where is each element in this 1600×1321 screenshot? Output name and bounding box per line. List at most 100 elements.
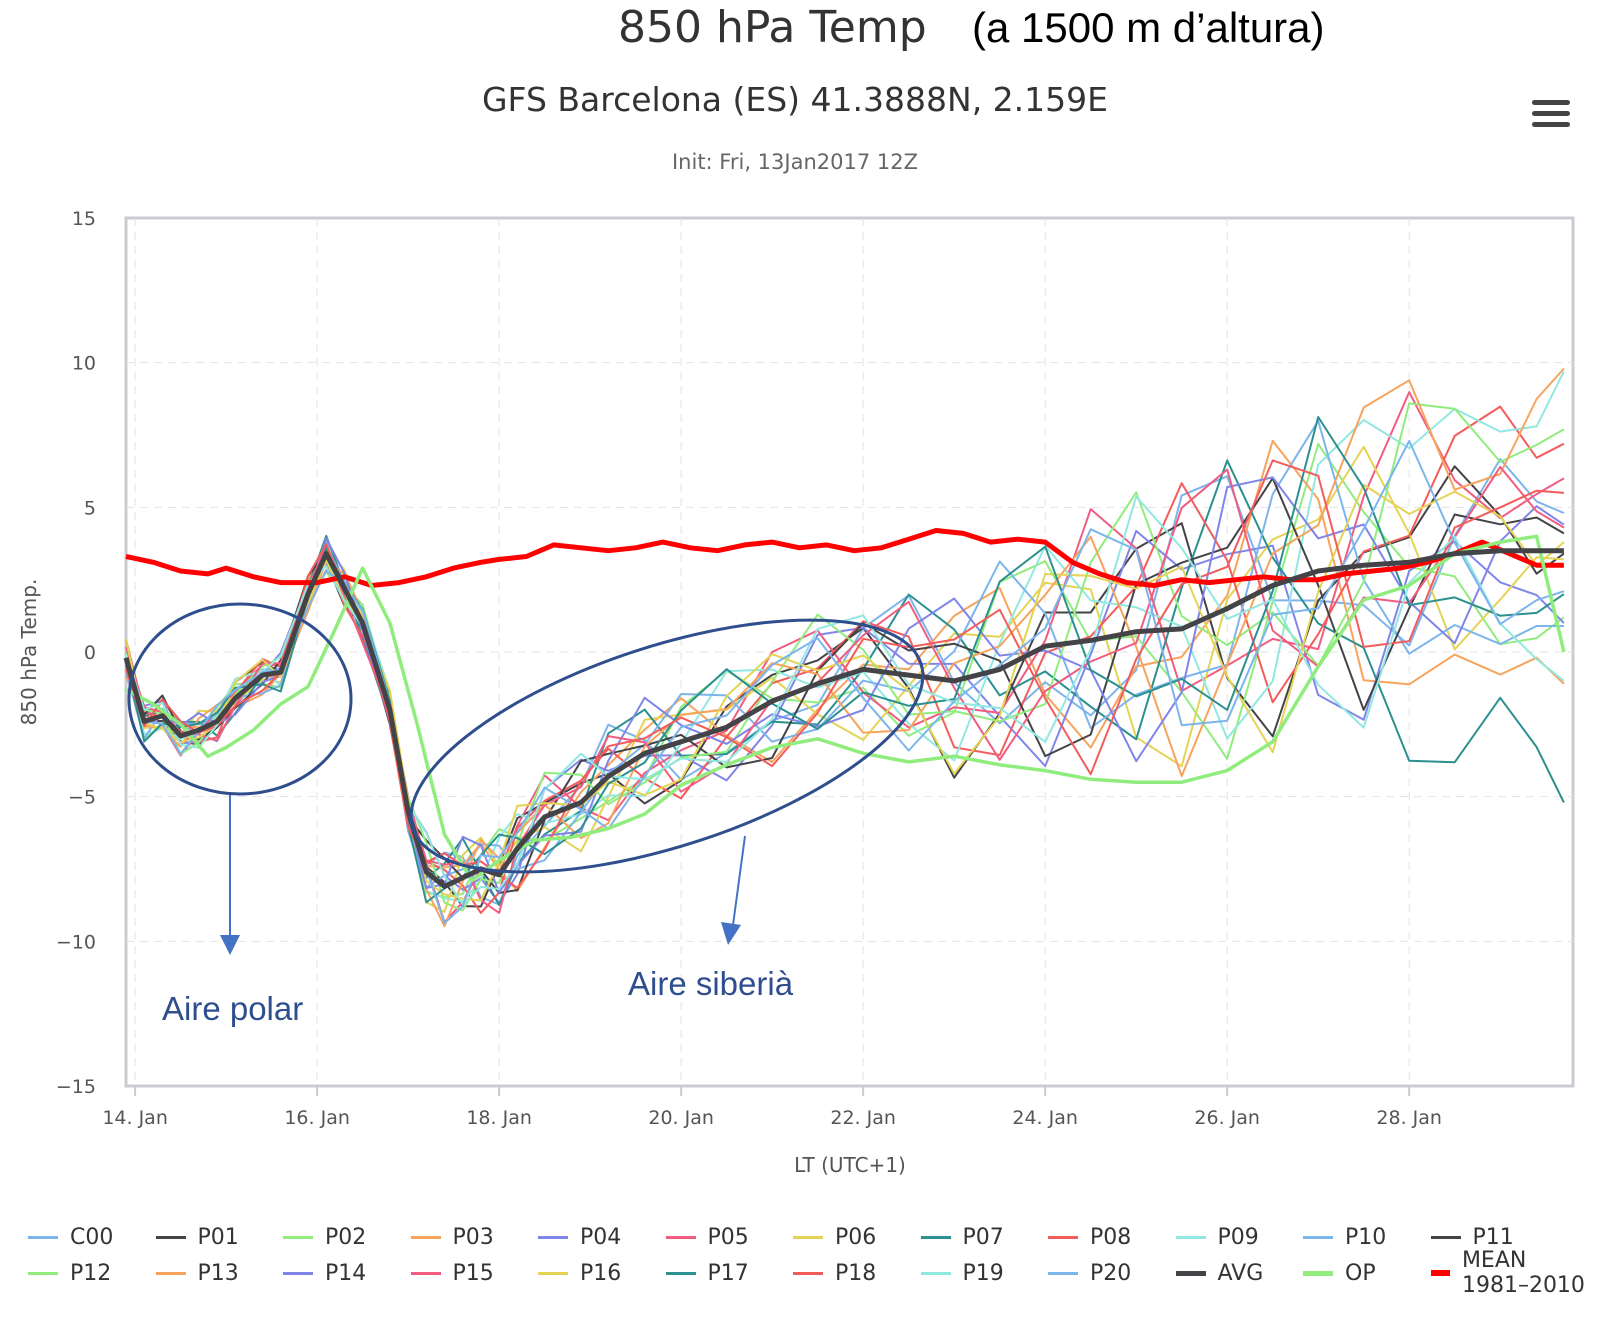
legend-item-p13[interactable]: P13 xyxy=(155,1258,239,1288)
legend-item-p20[interactable]: P20 xyxy=(1048,1258,1131,1288)
x-tick-label: 20. Jan xyxy=(648,1107,714,1129)
legend-swatch xyxy=(1175,1270,1206,1276)
hamburger-menu-icon[interactable] xyxy=(1532,100,1570,130)
legend-swatch xyxy=(538,1235,568,1239)
series-line-p16 xyxy=(125,483,1565,902)
legend-swatch xyxy=(155,1235,186,1239)
legend-swatch xyxy=(538,1271,568,1275)
legend-label: P07 xyxy=(962,1224,1004,1250)
legend-item-p09[interactable]: P09 xyxy=(1175,1222,1259,1252)
x-tick-label: 18. Jan xyxy=(466,1107,532,1129)
legend-item-p12[interactable]: P12 xyxy=(28,1258,111,1288)
legend-item-p03[interactable]: P03 xyxy=(410,1222,494,1252)
legend-swatch xyxy=(920,1235,951,1239)
y-tick-label: −15 xyxy=(56,1076,96,1098)
legend-item-p05[interactable]: P05 xyxy=(665,1222,749,1252)
legend-swatch xyxy=(410,1235,441,1239)
series-line-p18 xyxy=(125,459,1564,889)
chart-headline: 850 hPa Temp (a 1500 m d’altura) xyxy=(0,2,1600,62)
headline-extra: (a 1500 m d’altura) xyxy=(972,4,1325,51)
siberian-ellipse xyxy=(409,618,925,874)
legend-item-op[interactable]: OP xyxy=(1303,1258,1376,1288)
legend-swatch xyxy=(665,1271,696,1275)
legend-label: P04 xyxy=(580,1224,622,1250)
y-tick-label: −5 xyxy=(68,787,96,809)
legend-label: OP xyxy=(1345,1260,1376,1286)
legend-label: P16 xyxy=(580,1260,622,1286)
x-axis-title: LT (UTC+1) xyxy=(794,1153,906,1177)
ensemble-members xyxy=(125,367,1565,928)
legend-label: P03 xyxy=(452,1224,494,1250)
y-tick-label: −10 xyxy=(56,931,96,953)
legend-swatch xyxy=(793,1271,823,1275)
legend-label: P18 xyxy=(835,1260,877,1286)
x-tick-label: 28. Jan xyxy=(1376,1107,1442,1129)
annotation-siberian: Aire siberià xyxy=(409,618,925,1002)
series-line-p13 xyxy=(125,367,1565,928)
legend-swatch xyxy=(28,1235,58,1239)
legend-label: P09 xyxy=(1217,1224,1259,1250)
siberian-arrow-line xyxy=(732,835,746,926)
legend-item-p15[interactable]: P15 xyxy=(410,1258,494,1288)
legend-item-p08[interactable]: P08 xyxy=(1048,1222,1131,1252)
legend-label: C00 xyxy=(70,1224,114,1250)
annotation-polar: Aire polar xyxy=(127,602,353,1027)
legend-item-p02[interactable]: P02 xyxy=(283,1222,366,1252)
y-tick-label: 0 xyxy=(84,642,96,664)
legend-label: P15 xyxy=(452,1260,494,1286)
y-tick-label: 15 xyxy=(72,208,96,230)
legend-item-p14[interactable]: P14 xyxy=(283,1258,366,1288)
legend-swatch xyxy=(1303,1235,1333,1239)
operational-run xyxy=(125,534,1566,883)
legend-swatch xyxy=(155,1271,186,1275)
legend-swatch xyxy=(283,1235,313,1239)
legend-swatch xyxy=(665,1235,696,1239)
legend-item-avg[interactable]: AVG xyxy=(1175,1258,1264,1288)
legend-swatch xyxy=(920,1271,951,1275)
legend-item-p17[interactable]: P17 xyxy=(665,1258,749,1288)
siberian-arrow-head xyxy=(721,922,741,945)
series-line-p14 xyxy=(125,476,1565,894)
legend-item-p16[interactable]: P16 xyxy=(538,1258,621,1288)
legend-label: P08 xyxy=(1090,1224,1132,1250)
legend-label: P05 xyxy=(707,1224,749,1250)
legend-item-p18[interactable]: P18 xyxy=(793,1258,876,1288)
series-line-p11 xyxy=(125,477,1565,894)
legend-label: P17 xyxy=(707,1260,749,1286)
legend-item-c00[interactable]: C00 xyxy=(28,1222,113,1252)
legend-label: P02 xyxy=(325,1224,367,1250)
legend-label: P13 xyxy=(197,1260,239,1286)
x-tick-label: 24. Jan xyxy=(1012,1107,1078,1129)
legend-item-p07[interactable]: P07 xyxy=(920,1222,1004,1252)
y-tick-label: 10 xyxy=(72,353,96,375)
series-line-p01 xyxy=(125,465,1565,908)
series-line-p17 xyxy=(125,416,1565,904)
legend-label: P01 xyxy=(197,1224,239,1250)
x-tick-label: 16. Jan xyxy=(284,1107,350,1129)
legend-label: AVG xyxy=(1217,1260,1264,1286)
legend-swatch xyxy=(28,1271,58,1275)
legend-item-p04[interactable]: P04 xyxy=(538,1222,621,1252)
legend-label: P19 xyxy=(962,1260,1004,1286)
legend-label: P20 xyxy=(1090,1260,1132,1286)
chart-title: GFS Barcelona (ES) 41.3888N, 2.159E xyxy=(481,80,1109,119)
polar-arrow-head xyxy=(220,935,240,955)
legend-item-p19[interactable]: P19 xyxy=(920,1258,1004,1288)
legend-label: P10 xyxy=(1345,1224,1387,1250)
legend-item-p11[interactable]: P11 xyxy=(1430,1222,1514,1252)
legend-item-p06[interactable]: P06 xyxy=(793,1222,876,1252)
series-line-p20 xyxy=(125,439,1565,925)
legend-label: P11 xyxy=(1472,1224,1514,1250)
legend-item-mean-1981-2010[interactable]: MEAN 1981–2010 xyxy=(1430,1248,1589,1298)
legend-item-p10[interactable]: P10 xyxy=(1303,1222,1386,1252)
legend-swatch xyxy=(410,1271,441,1275)
series-line-avg xyxy=(123,548,1564,889)
legend-item-p01[interactable]: P01 xyxy=(155,1222,239,1252)
y-axis: 15 10 5 0 −5 −10 −15 xyxy=(56,208,96,1098)
x-axis: 14. Jan 16. Jan 18. Jan 20. Jan 22. Jan 24. J… xyxy=(102,1086,1442,1129)
annotation-polar-label: Aire polar xyxy=(162,990,303,1027)
y-tick-label: 5 xyxy=(84,497,96,519)
polar-ellipse xyxy=(127,602,353,796)
ensemble-average xyxy=(123,548,1564,889)
series-line-op xyxy=(125,534,1566,883)
